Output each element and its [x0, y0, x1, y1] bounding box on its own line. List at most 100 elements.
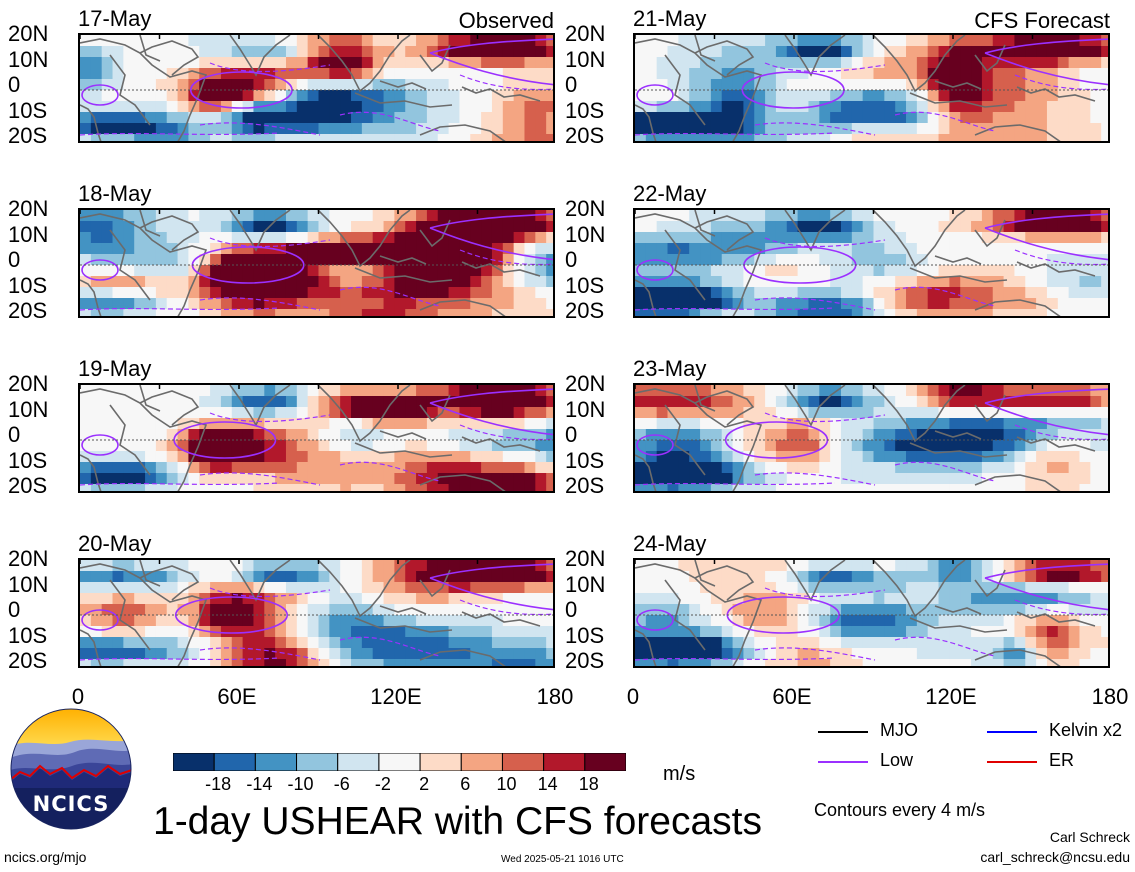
author-email[interactable]: carl_schreck@ncsu.edu: [980, 849, 1130, 865]
ushear-cell: [513, 221, 526, 233]
site-link[interactable]: ncics.org/mjo: [4, 849, 87, 865]
ushear-cell: [981, 90, 994, 102]
ushear-cell: [405, 265, 417, 277]
ushear-cell: [1079, 440, 1091, 452]
ushear-cell: [732, 232, 745, 244]
ushear-cell: [851, 112, 864, 124]
ushear-cell: [743, 615, 755, 627]
ushear-cell: [177, 90, 190, 102]
ushear-cell: [906, 396, 918, 408]
ushear-cell: [155, 123, 168, 135]
ushear-cell: [895, 571, 907, 583]
lat-tick-label: 10N: [565, 221, 606, 247]
ushear-cell: [285, 232, 298, 244]
ushear-cell: [916, 298, 929, 310]
ushear-cell: [851, 418, 864, 430]
ushear-cell: [513, 112, 526, 124]
ushear-cell: [80, 560, 92, 572]
ushear-cell: [481, 484, 493, 491]
ushear-cell: [220, 593, 233, 605]
ushear-cell: [1046, 265, 1059, 277]
ushear-cell: [656, 473, 669, 485]
ushear-cell: [513, 429, 526, 441]
ushear-cell: [971, 429, 983, 441]
ushear-cell: [372, 254, 385, 266]
ushear-cell: [101, 582, 114, 594]
ushear-cell: [437, 429, 450, 441]
ushear-cell: [786, 473, 799, 485]
ushear-cell: [459, 418, 471, 430]
lon-tick-label: 180: [536, 684, 574, 709]
ushear-cell: [710, 429, 723, 441]
ushear-cell: [177, 101, 190, 113]
ushear-cell: [112, 582, 124, 594]
ushear-cell: [743, 254, 755, 266]
ushear-cell: [134, 451, 146, 463]
ushear-cell: [80, 232, 92, 244]
ushear-cell: [253, 407, 265, 419]
ushear-cell: [112, 254, 124, 266]
ushear-cell: [535, 418, 547, 430]
ushear-cell: [513, 46, 526, 58]
ushear-cell: [275, 462, 287, 474]
ncics-logo: NCICS: [10, 708, 132, 830]
ushear-cell: [645, 560, 658, 572]
ushear-cell: [502, 243, 515, 255]
ushear-cell: [275, 57, 287, 69]
ushear-cell: [949, 451, 961, 463]
ushear-cell: [786, 637, 799, 649]
ushear-cell: [264, 287, 276, 299]
ushear-cell: [689, 440, 701, 452]
ushear-cell: [188, 407, 200, 419]
ushear-cell: [1068, 243, 1081, 255]
ushear-cell: [689, 593, 701, 605]
ushear-cell: [372, 615, 385, 627]
ushear-cell: [1068, 451, 1081, 463]
ushear-cell: [383, 659, 395, 666]
ushear-cell: [285, 659, 298, 666]
ushear-cell: [307, 615, 320, 627]
ushear-cell: [546, 276, 553, 288]
ushear-cell: [1025, 648, 1037, 660]
ushear-cell: [710, 571, 723, 583]
ushear-cell: [862, 276, 875, 288]
ushear-cell: [906, 473, 918, 485]
ushear-cell: [710, 582, 723, 594]
ushear-cell: [199, 276, 211, 288]
ushear-cell: [340, 451, 352, 463]
ushear-cell: [851, 35, 864, 47]
ushear-cell: [426, 484, 439, 491]
ushear-cell: [743, 123, 755, 135]
ushear-cell: [884, 134, 896, 141]
ushear-cell: [797, 254, 810, 266]
ushear-cell: [884, 637, 896, 649]
ushear-cell: [927, 123, 940, 135]
ushear-cell: [90, 243, 103, 255]
ushear-cell: [884, 473, 896, 485]
ushear-cell: [797, 210, 810, 222]
ushear-cell: [775, 243, 788, 255]
ushear-cell: [797, 462, 810, 474]
ushear-cell: [743, 112, 755, 124]
ushear-cell: [155, 615, 168, 627]
ushear-cell: [689, 112, 701, 124]
ushear-cell: [1036, 571, 1048, 583]
ushear-cell: [123, 615, 135, 627]
ushear-cell: [546, 626, 553, 638]
ushear-cell: [329, 68, 341, 80]
ushear-cell: [546, 309, 553, 316]
ushear-cell: [166, 440, 179, 452]
ushear-cell: [112, 571, 124, 583]
ushear-cell: [1014, 385, 1026, 397]
ushear-cell: [448, 276, 461, 288]
ushear-cell: [90, 101, 103, 113]
ushear-cell: [459, 440, 471, 452]
ushear-cell: [916, 68, 929, 80]
ushear-cell: [123, 659, 135, 666]
ushear-cell: [177, 451, 190, 463]
ushear-cell: [296, 298, 309, 310]
ushear-cell: [155, 451, 168, 463]
ushear-cell: [253, 112, 265, 124]
ushear-cell: [1057, 79, 1070, 91]
ushear-cell: [1025, 134, 1037, 141]
